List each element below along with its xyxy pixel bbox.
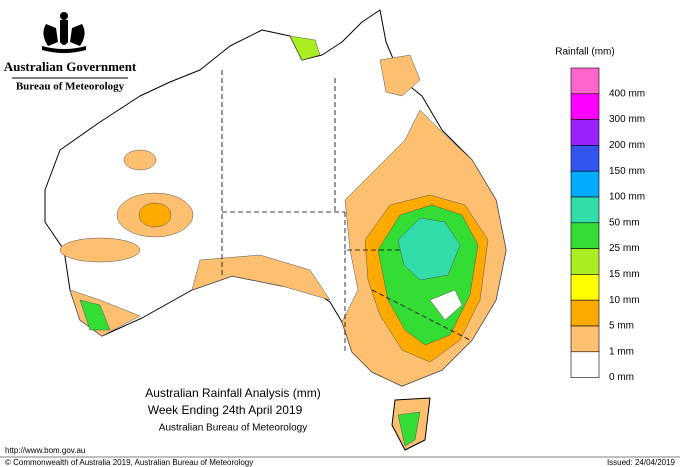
title-line-2: Week Ending 24th April 2019	[148, 403, 303, 417]
legend-swatch	[570, 274, 600, 301]
legend-swatch	[570, 170, 600, 198]
legend-swatch	[570, 325, 600, 353]
issued: Issued: 24/04/2019	[607, 458, 676, 467]
legend-label: 100 mm	[609, 192, 645, 203]
legend-label: 300 mm	[609, 114, 645, 125]
coat-of-arms	[42, 12, 86, 53]
legend-label: 0 mm	[609, 372, 634, 383]
legend-swatch	[570, 351, 600, 378]
legend-label: 200 mm	[609, 140, 645, 151]
legend-swatch	[570, 93, 600, 120]
legend-swatch	[570, 248, 600, 275]
legend-label: 50 mm	[609, 217, 640, 228]
map	[44, 9, 507, 451]
url: http://www.bom.gov.au	[5, 446, 85, 455]
legend-label: 15 mm	[609, 269, 640, 280]
legend-swatch	[570, 222, 600, 249]
legend-swatch	[570, 145, 600, 172]
legend-swatch	[570, 67, 600, 95]
title-line-3: Australian Bureau of Meteorology	[159, 423, 307, 434]
legend-label: 150 mm	[609, 166, 645, 177]
legend: 400 mm 300 mm 200 mm 150 mm 100 mm 50 mm 25 mm…	[570, 67, 645, 383]
legend-swatch	[570, 299, 600, 327]
legend-label: 1 mm	[609, 346, 634, 357]
agency: Bureau of Meteorology	[16, 81, 125, 93]
title-line-1: Australian Rainfall Analysis (mm)	[145, 386, 320, 400]
copyright: © Commonwealth of Australia 2019, Austra…	[5, 458, 253, 467]
legend-title: Rainfall (mm)	[555, 47, 614, 58]
legend-label: 25 mm	[609, 243, 640, 254]
legend-label: 400 mm	[609, 88, 645, 99]
legend-swatch	[570, 119, 600, 146]
legend-swatch	[570, 196, 600, 224]
government: Australian Government	[4, 59, 137, 74]
legend-label: 5 mm	[609, 321, 634, 332]
legend-label: 10 mm	[609, 295, 640, 306]
